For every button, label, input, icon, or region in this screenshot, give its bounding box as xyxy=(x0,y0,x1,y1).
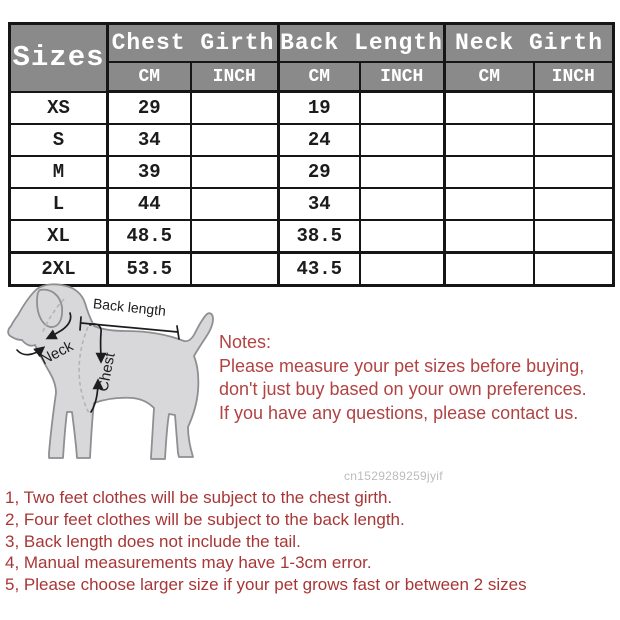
neck-arrow-upper xyxy=(45,312,72,340)
table-row: M 39 29 xyxy=(8,155,615,189)
neck-arrow-lower xyxy=(16,346,46,358)
neck-cm-cell xyxy=(443,90,535,125)
instruction-list: 1, Two feet clothes will be subject to t… xyxy=(5,487,620,596)
chest-inch-cell xyxy=(190,155,280,189)
chest-inch-cell xyxy=(190,90,280,125)
neck-cm-cell xyxy=(443,123,535,157)
back-cm-cell: 38.5 xyxy=(277,219,361,254)
neck-cm-header: CM xyxy=(443,61,535,93)
table-row: XL 48.5 38.5 xyxy=(8,219,615,254)
table-row: S 34 24 xyxy=(8,123,615,157)
neck-inch-cell xyxy=(533,187,615,221)
watermark-text: cn1529289259jyif xyxy=(344,469,443,483)
size-cell: 2XL xyxy=(8,251,109,287)
instruction-item: 4, Manual measurements may have 1-3cm er… xyxy=(5,553,372,573)
back-inch-cell xyxy=(359,187,446,221)
neck-dashed-line xyxy=(41,298,65,335)
chest-inch-cell xyxy=(190,123,280,157)
table-row: 2XL 53.5 43.5 xyxy=(8,251,615,287)
chest-cm-cell: 53.5 xyxy=(106,251,192,287)
back-inch-header: INCH xyxy=(359,61,446,93)
dog-ear xyxy=(36,288,64,328)
back-inch-cell xyxy=(359,90,446,125)
sizes-header: Sizes xyxy=(8,22,109,93)
chest-cm-header: CM xyxy=(106,61,192,93)
back-cm-cell: 24 xyxy=(277,123,361,157)
dog-measurement-diagram: Back length Neck Chest xyxy=(7,283,214,460)
size-cell: XS xyxy=(8,90,109,125)
size-cell: L xyxy=(8,187,109,221)
back-cm-header: CM xyxy=(277,61,361,93)
back-cm-cell: 34 xyxy=(277,187,361,221)
chest-cm-cell: 34 xyxy=(106,123,192,157)
neck-inch-cell xyxy=(533,90,615,125)
back-inch-cell xyxy=(359,251,446,287)
table-units-row: CM INCH CM INCH CM INCH xyxy=(10,61,615,93)
size-table: Sizes Chest Girth Back Length Neck Girth… xyxy=(8,22,615,287)
chest-inch-header: INCH xyxy=(190,61,280,93)
size-cell: XL xyxy=(8,219,109,254)
neck-inch-header: INCH xyxy=(533,61,615,93)
chest-inch-cell xyxy=(190,251,280,287)
back-cm-cell: 29 xyxy=(277,155,361,189)
neck-girth-header: Neck Girth xyxy=(443,22,615,63)
size-cell: S xyxy=(8,123,109,157)
back-inch-cell xyxy=(359,219,446,254)
back-inch-cell xyxy=(359,123,446,157)
neck-inch-cell xyxy=(533,155,615,189)
table-row: L 44 34 xyxy=(8,187,615,221)
notes-block: Notes: Please measure your pet sizes bef… xyxy=(219,331,620,425)
notes-title: Notes: xyxy=(219,332,272,352)
back-cm-cell: 19 xyxy=(277,90,361,125)
chest-cm-cell: 29 xyxy=(106,90,192,125)
instruction-item: 5, Please choose larger size if your pet… xyxy=(5,575,527,595)
chest-cm-cell: 39 xyxy=(106,155,192,189)
neck-inch-cell xyxy=(533,219,615,254)
back-cm-cell: 43.5 xyxy=(277,251,361,287)
back-length-header: Back Length xyxy=(277,22,446,63)
neck-inch-cell xyxy=(533,251,615,287)
size-cell: M xyxy=(8,155,109,189)
chest-girth-header: Chest Girth xyxy=(106,22,280,63)
neck-cm-cell xyxy=(443,251,535,287)
neck-cm-cell xyxy=(443,219,535,254)
table-row: XS 29 19 xyxy=(8,90,615,125)
back-length-label: Back length xyxy=(92,295,166,319)
instruction-item: 2, Four feet clothes will be subject to … xyxy=(5,509,405,529)
table-group-header-row: Sizes Chest Girth Back Length Neck Girth xyxy=(8,22,615,93)
back-inch-cell xyxy=(359,155,446,189)
neck-cm-cell xyxy=(443,187,535,221)
chest-inch-cell xyxy=(190,187,280,221)
chest-cm-cell: 44 xyxy=(106,187,192,221)
dog-silhouette xyxy=(7,283,214,460)
notes-line: Please measure your pet sizes before buy… xyxy=(219,355,585,376)
instruction-item: 3, Back length does not include the tail… xyxy=(5,531,301,551)
neck-inch-cell xyxy=(533,123,615,157)
chest-dashed-line xyxy=(78,326,92,416)
notes-line: don't just buy based on your own prefere… xyxy=(219,379,587,399)
chest-inch-cell xyxy=(190,219,280,254)
chest-arrow-upper xyxy=(89,323,107,364)
instruction-item: 1, Two feet clothes will be subject to t… xyxy=(5,488,393,507)
notes-line: If you have any questions, please contac… xyxy=(219,402,579,423)
chest-cm-cell: 48.5 xyxy=(106,219,192,254)
neck-cm-cell xyxy=(443,155,535,189)
chest-arrow-lower xyxy=(90,378,104,413)
